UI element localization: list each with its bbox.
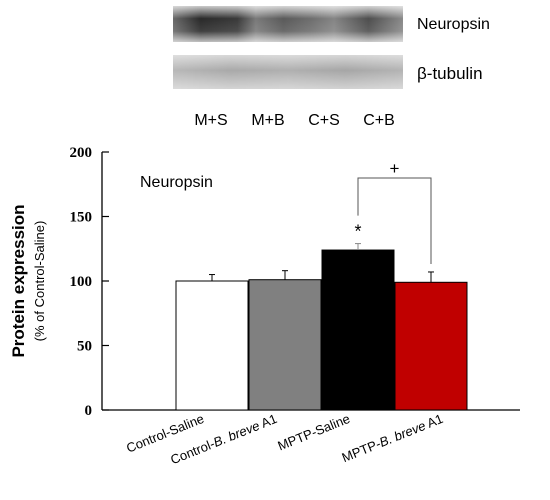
blot-lane-label: M+S <box>194 112 227 129</box>
comparison-marker: + <box>390 159 400 178</box>
y-axis-label: Protein expression <box>9 204 28 357</box>
blot-label-tubulin: β-tubulin <box>417 64 483 83</box>
bar <box>394 281 468 411</box>
annotations: *+ <box>354 159 432 264</box>
y-tick-label: 50 <box>77 339 92 355</box>
y-tick-label: 200 <box>70 145 93 161</box>
x-tick-label: MPTP-Saline <box>276 411 353 454</box>
western-blot: Neuropsin β-tubulin M+S M+B C+S C+B <box>173 6 490 129</box>
y-tick-label: 0 <box>85 403 93 419</box>
significance-marker: * <box>354 222 361 242</box>
blot-label-neuropsin: Neuropsin <box>417 16 490 33</box>
axes: 0 50 100 150 200 <box>70 145 520 419</box>
bar <box>248 279 322 411</box>
bar <box>321 249 395 411</box>
y-tick-label: 150 <box>70 210 93 226</box>
chart-title: Neuropsin <box>140 174 213 191</box>
blot-lane-label: C+B <box>363 112 395 129</box>
y-tick-label: 100 <box>70 274 93 290</box>
bar <box>175 280 249 411</box>
bar-chart: Neuropsin Protein expression (% of Contr… <box>9 145 520 467</box>
blot-lane-label: M+B <box>251 112 284 129</box>
y-axis-sublabel: (% of Control-Saline) <box>32 221 47 342</box>
bars <box>175 243 468 411</box>
x-tick-label: MPTP-B. breve A1 <box>340 411 445 465</box>
blot-lane-labels: M+S M+B C+S C+B <box>194 112 394 129</box>
comparison-bracket <box>357 177 432 264</box>
blot-lane-label: C+S <box>308 112 340 129</box>
